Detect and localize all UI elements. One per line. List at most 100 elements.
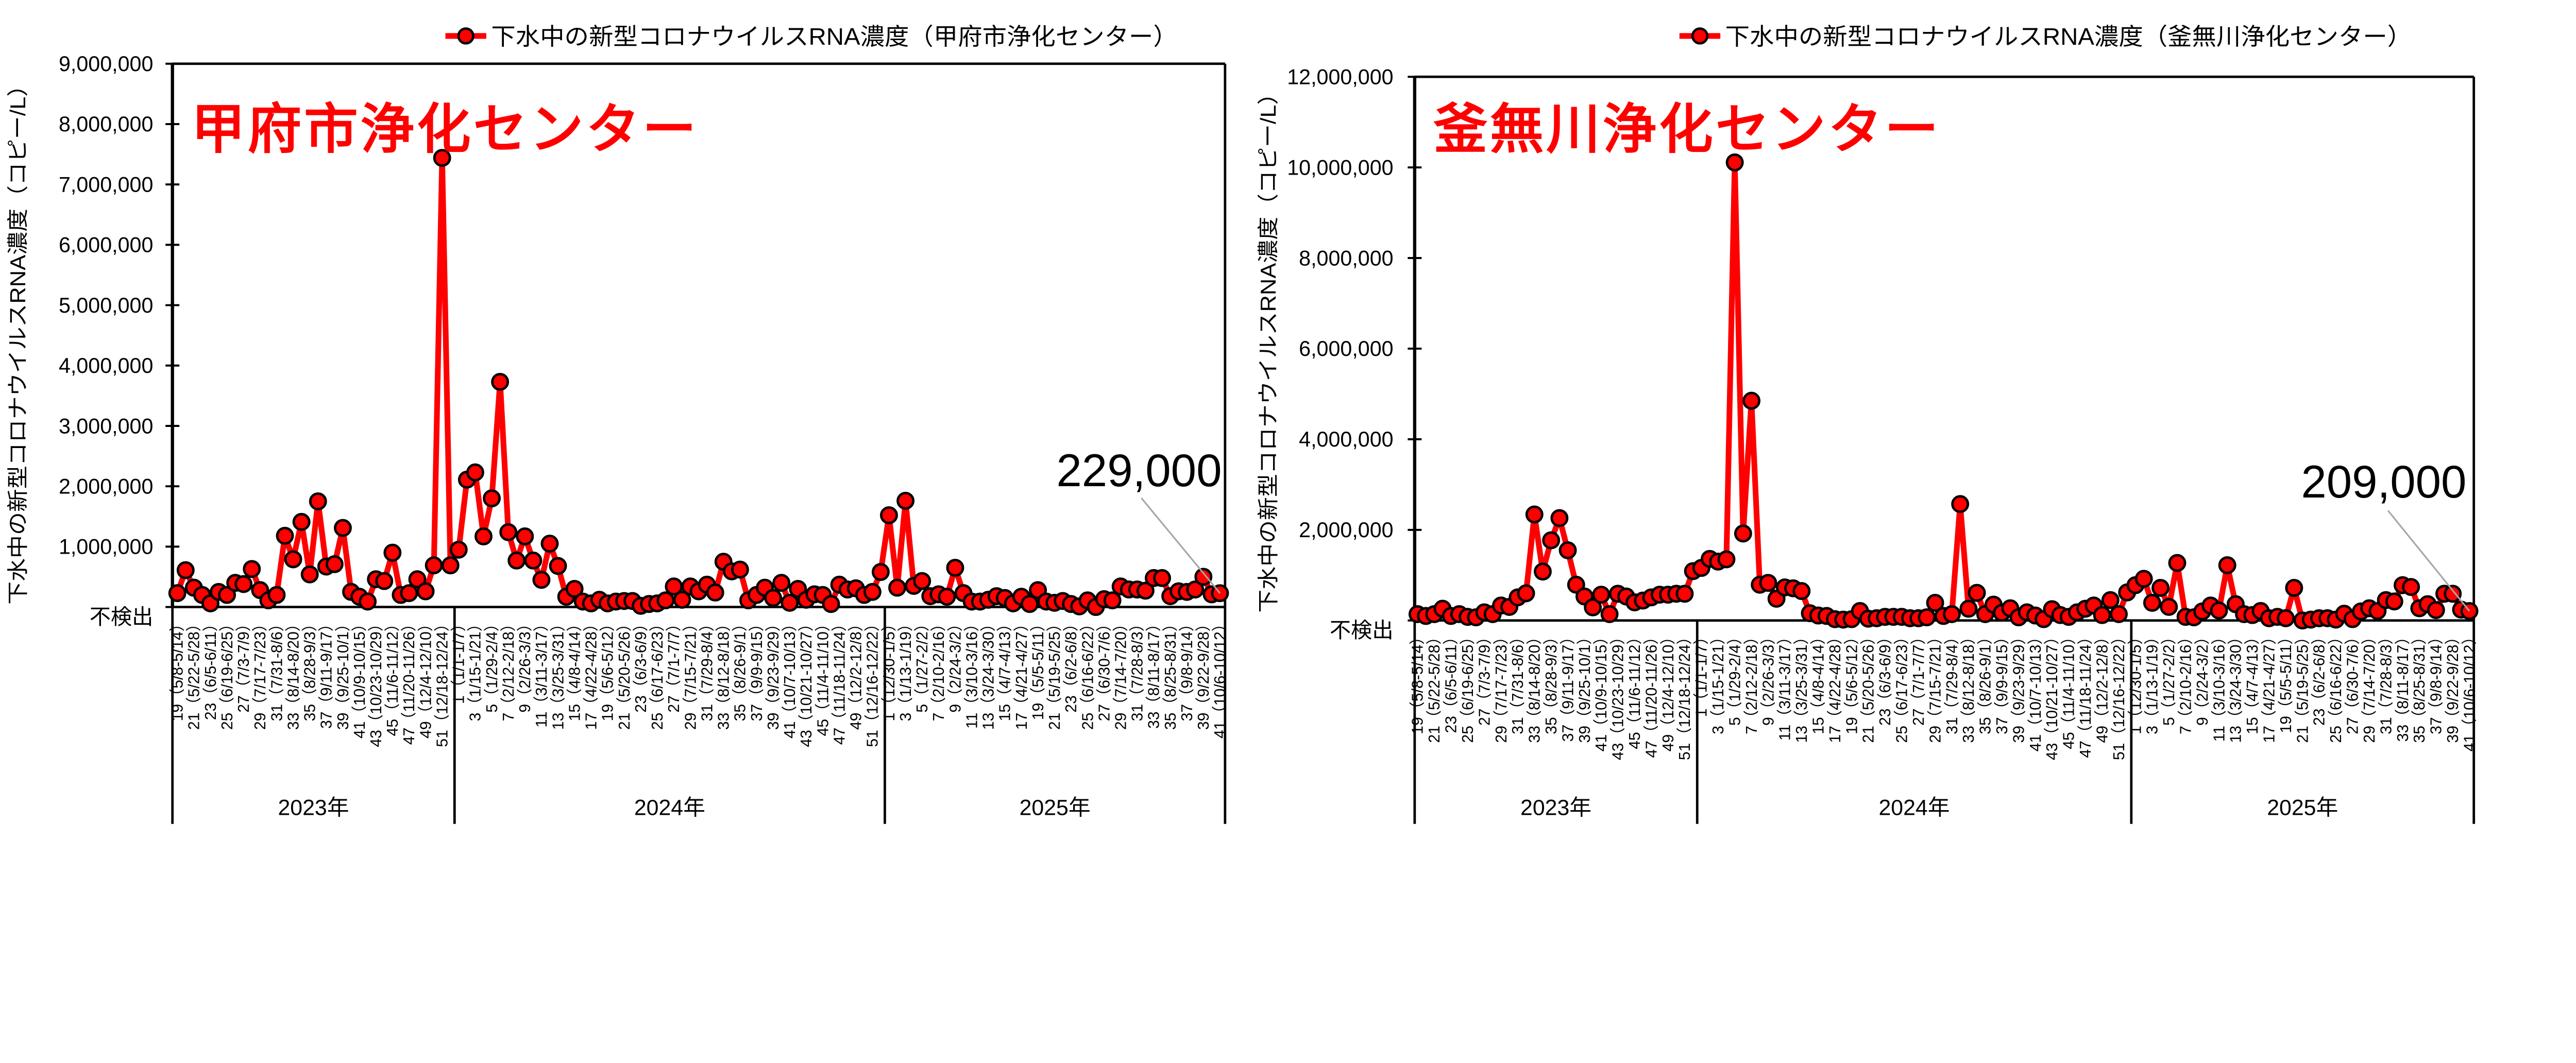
x-tick-label: 33（8/11-8/17） bbox=[2395, 629, 2412, 742]
year-label: 2025年 bbox=[1020, 795, 1091, 820]
x-tick-label: 23（6/3-6/9） bbox=[633, 616, 650, 713]
x-tick-label: 15（4/7-4/13） bbox=[2244, 629, 2261, 734]
y-tick-label: 1,000,000 bbox=[59, 535, 153, 559]
series-line bbox=[175, 155, 1221, 610]
data-point bbox=[1742, 391, 1761, 410]
x-tick-label: 37（9/8-9/14） bbox=[2428, 629, 2445, 734]
x-tick-label: 49（12/2-12/8） bbox=[848, 616, 865, 730]
data-point bbox=[1792, 582, 1811, 601]
x-tick-label: 37（9/8-9/14） bbox=[1179, 616, 1196, 721]
x-tick-label: 9（2/26-3/3） bbox=[1760, 629, 1777, 726]
x-tick-label: 27（6/30-7/6） bbox=[1096, 616, 1113, 721]
x-tick-label: 5（1/29-2/4） bbox=[1726, 629, 1743, 726]
x-tick-label: 49（12/2-12/8） bbox=[2094, 629, 2111, 743]
x-tick-label: 21（5/22-5/28） bbox=[186, 616, 203, 730]
x-tick-label: 13（3/24-3/30） bbox=[980, 616, 997, 730]
x-tick-label: 31（7/31-8/6） bbox=[268, 616, 285, 721]
data-point bbox=[1759, 574, 1777, 592]
x-tick-label: 19（5/8-5/14） bbox=[1410, 629, 1427, 734]
x-tick-label: 33（8/12-8/18） bbox=[1960, 629, 1977, 743]
data-point bbox=[1194, 568, 1213, 586]
data-point bbox=[896, 491, 915, 510]
data-point bbox=[2093, 606, 2111, 624]
y-tick-label: 2,000,000 bbox=[1299, 518, 1393, 542]
x-tick-label: 45（11/6-11/12） bbox=[1626, 629, 1643, 749]
data-point bbox=[408, 570, 427, 589]
legend-label: 下水中の新型コロナウイルスRNA濃度（釜無川浄化センター） bbox=[1725, 23, 2412, 50]
data-point bbox=[532, 571, 551, 589]
x-tick-label: 13（3/25-3/31） bbox=[550, 616, 567, 730]
y-tick-label: 不検出 bbox=[90, 605, 154, 629]
x-tick-label: 31（7/29-8/4） bbox=[1944, 629, 1961, 734]
x-tick-label: 7（2/10-2/16） bbox=[2177, 629, 2194, 734]
data-point bbox=[1592, 586, 1611, 604]
data-point bbox=[483, 489, 501, 508]
data-point bbox=[880, 506, 898, 524]
x-tick-label: 29（7/14-7/20） bbox=[1113, 616, 1130, 730]
x-tick-label: 17（4/21-4/27） bbox=[1013, 616, 1030, 730]
data-point bbox=[1951, 495, 1970, 513]
y-tick-label: 不検出 bbox=[1330, 619, 1394, 642]
data-point bbox=[1136, 581, 1155, 600]
data-point bbox=[433, 149, 451, 167]
x-tick-label: 25（6/16-6/22） bbox=[2328, 629, 2345, 743]
data-point bbox=[507, 551, 526, 570]
x-tick-label: 5（1/27-2/2） bbox=[914, 616, 931, 713]
data-point bbox=[300, 565, 319, 584]
data-point bbox=[441, 556, 460, 575]
x-tick-label: 23（6/5-6/11） bbox=[1443, 629, 1460, 733]
x-tick-label: 9（2/24-3/2） bbox=[947, 616, 964, 713]
x-tick-label: 41（10/6-10/12） bbox=[2461, 629, 2478, 751]
data-point bbox=[871, 563, 890, 581]
data-point bbox=[2168, 554, 2187, 572]
legend-marker-icon bbox=[457, 27, 474, 45]
annotation-leader-line bbox=[2387, 510, 2470, 612]
data-point bbox=[2210, 601, 2228, 620]
x-tick-label: 39（9/22-9/28） bbox=[1195, 616, 1212, 730]
x-tick-label: 25（6/19-6/25） bbox=[1460, 629, 1477, 743]
data-point bbox=[1926, 594, 1944, 612]
x-tick-label: 41（10/9-10/15） bbox=[1593, 629, 1610, 751]
legend-label: 下水中の新型コロナウイルスRNA濃度（甲府市浄化センター） bbox=[491, 23, 1177, 50]
data-point bbox=[1525, 505, 1544, 524]
data-point bbox=[1550, 509, 1569, 527]
x-tick-label: 27（7/1-7/7） bbox=[666, 616, 683, 713]
legend: 下水中の新型コロナウイルスRNA濃度（釜無川浄化センター） bbox=[1679, 23, 2412, 50]
x-tick-label: 17（4/21-4/27） bbox=[2261, 629, 2278, 743]
x-tick-label: 27（6/30-7/6） bbox=[2345, 629, 2362, 734]
y-tick-label: 4,000,000 bbox=[59, 354, 153, 378]
x-tick-label: 1（1/1-1/7） bbox=[1693, 629, 1710, 717]
x-tick-label: 19（5/6-5/12） bbox=[1843, 629, 1860, 734]
x-tick-label: 51（12/18-12/24） bbox=[1676, 629, 1693, 760]
x-tick-label: 27（7/3-7/9） bbox=[1476, 629, 1493, 726]
x-tick-label: 9（2/24-3/2） bbox=[2194, 629, 2211, 726]
data-point bbox=[938, 588, 956, 606]
wastewater-rna-charts: 下水中の新型コロナウイルスRNA濃度（甲府市浄化センター） 下水中の新型コロナウイ… bbox=[6, 23, 2479, 824]
data-point bbox=[2277, 609, 2295, 627]
data-point bbox=[781, 593, 799, 612]
x-tick-label: 25（6/17-6/23） bbox=[649, 616, 666, 730]
x-tick-label: 25（6/17-6/23） bbox=[1894, 629, 1911, 743]
x-tick-label: 23（6/2-6/8） bbox=[2311, 629, 2328, 726]
x-tick-label: 1（12/30-1/5） bbox=[2127, 629, 2144, 734]
x-tick-label: 21（5/19-5/25） bbox=[2294, 629, 2311, 743]
year-label: 2025年 bbox=[2267, 795, 2338, 820]
x-tick-label: 41（10/7-10/13） bbox=[782, 616, 799, 739]
legend: 下水中の新型コロナウイルスRNA濃度（甲府市浄化センター） bbox=[445, 23, 1178, 50]
data-point bbox=[449, 540, 468, 559]
chart-title: 釜無川浄化センター bbox=[1433, 99, 1941, 160]
data-point bbox=[2143, 594, 2161, 612]
y-tick-label: 6,000,000 bbox=[59, 233, 153, 257]
x-tick-label: 41（10/9-10/15） bbox=[351, 616, 368, 739]
x-tick-label: 1（12/30-1/5） bbox=[881, 616, 898, 721]
data-point bbox=[491, 372, 510, 391]
x-tick-label: 15（4/7-4/13） bbox=[997, 616, 1014, 721]
y-tick-label: 5,000,000 bbox=[59, 294, 153, 317]
x-tick-label: 29（7/14-7/20） bbox=[2361, 629, 2378, 743]
data-point bbox=[1734, 524, 1752, 543]
data-point bbox=[524, 551, 543, 570]
data-point bbox=[1918, 608, 1936, 627]
data-point bbox=[416, 582, 435, 601]
x-tick-label: 35（8/25-8/31） bbox=[2411, 629, 2428, 743]
x-tick-label: 19（5/5-5/11） bbox=[1030, 616, 1047, 720]
